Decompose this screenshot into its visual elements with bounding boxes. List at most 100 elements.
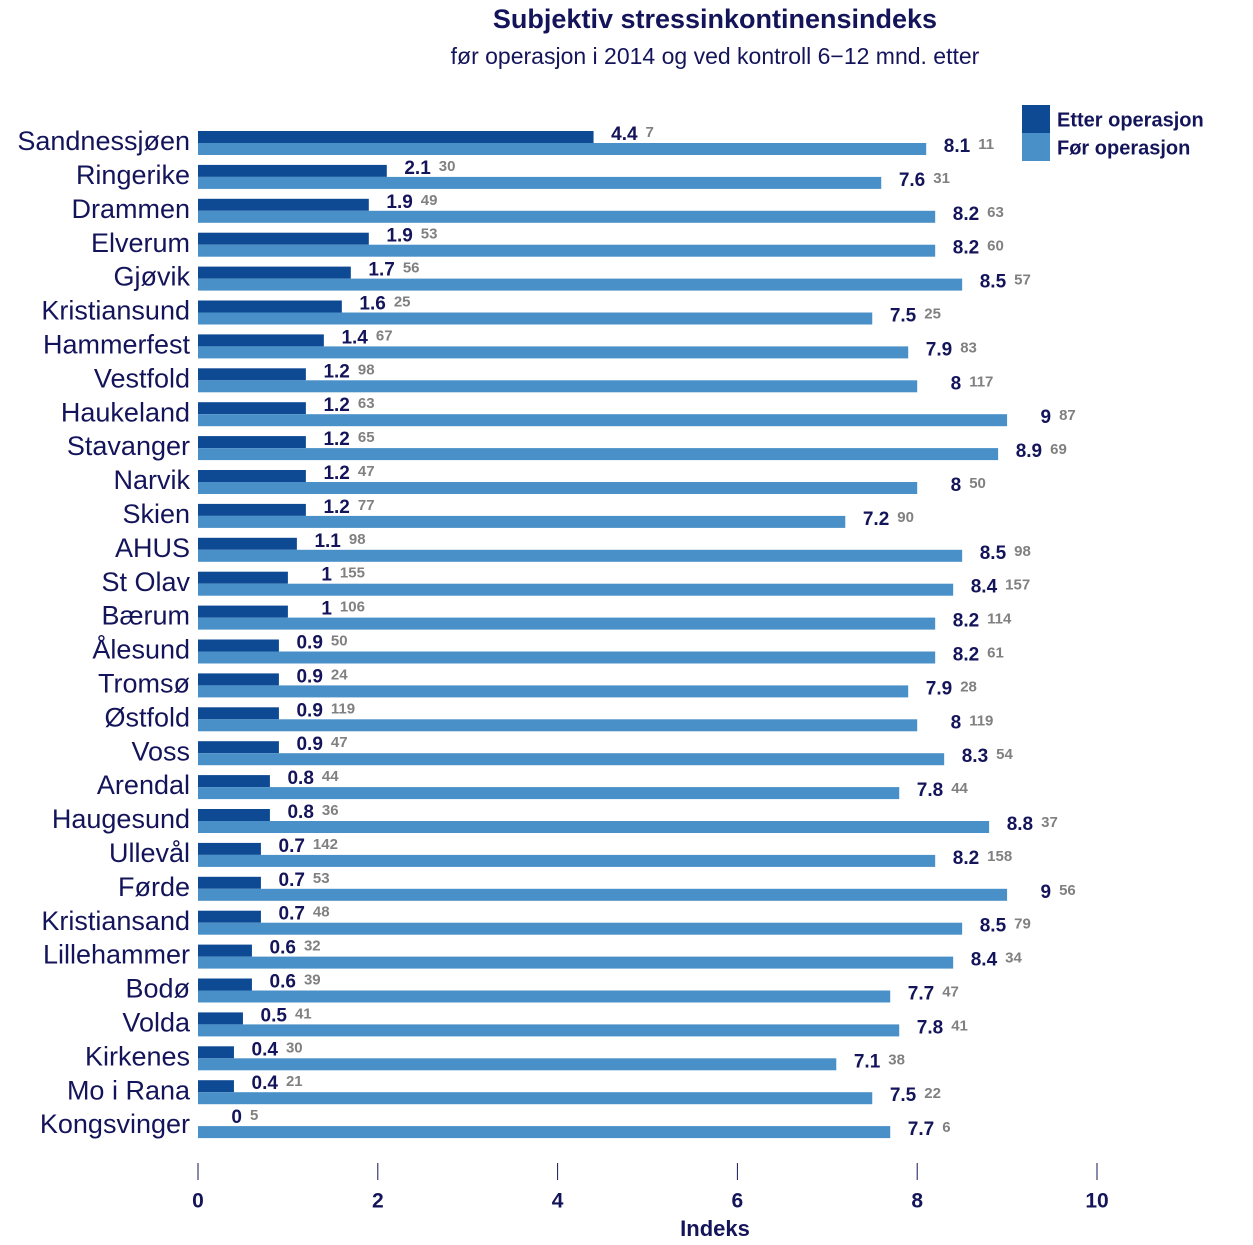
count-label: 36 (322, 802, 339, 819)
bar (198, 503, 306, 516)
count-label: 44 (951, 780, 968, 797)
value-label: 1.6 (359, 294, 385, 315)
bar (198, 956, 954, 969)
count-label: 21 (286, 1073, 303, 1090)
count-label: 32 (304, 938, 321, 955)
count-label: 65 (358, 429, 375, 446)
y-tick-label: Tromsø (98, 669, 190, 699)
count-label: 87 (1059, 407, 1076, 424)
bar (198, 402, 306, 415)
bar (198, 753, 945, 766)
y-tick-label: Drammen (71, 194, 190, 224)
bar (198, 368, 306, 381)
y-tick-label: Skien (122, 499, 190, 529)
bar (198, 198, 369, 211)
legend-label: Før operasjon (1057, 137, 1190, 159)
y-tick-label: Haukeland (61, 397, 190, 427)
x-tick-label: 6 (732, 1190, 744, 1213)
bar (198, 312, 873, 325)
count-label: 60 (987, 238, 1004, 255)
bar (198, 244, 936, 257)
y-tick-label: Vestfold (94, 363, 190, 393)
value-label: 0.4 (252, 1039, 279, 1060)
y-tick-label: Hammerfest (43, 330, 191, 360)
count-label: 90 (897, 509, 914, 526)
count-label: 24 (331, 666, 348, 683)
count-label: 67 (376, 327, 393, 344)
count-label: 28 (960, 678, 977, 695)
bar (198, 300, 342, 313)
value-label: 0.7 (279, 870, 305, 891)
value-label: 0 (231, 1107, 242, 1128)
count-label: 119 (969, 712, 993, 729)
x-tick-label: 8 (911, 1190, 923, 1213)
value-label: 8 (951, 475, 962, 496)
bar (198, 266, 351, 279)
bar (198, 537, 297, 550)
bar (198, 1092, 873, 1105)
x-tick-label: 10 (1085, 1190, 1108, 1213)
count-label: 158 (987, 848, 1012, 865)
value-label: 7.8 (917, 780, 943, 801)
value-label: 8.2 (953, 611, 979, 632)
bar (198, 131, 594, 143)
count-label: 63 (987, 204, 1004, 221)
value-label: 8.2 (953, 204, 979, 225)
y-tick-label: Volda (122, 1008, 191, 1038)
bar (198, 809, 270, 821)
y-tick-label: Ullevål (109, 838, 190, 868)
count-label: 119 (331, 700, 355, 717)
count-label: 38 (888, 1051, 905, 1068)
y-tick-label: Haugesund (52, 804, 190, 834)
count-label: 30 (286, 1039, 303, 1056)
count-label: 11 (978, 136, 994, 153)
value-label: 7.7 (908, 984, 934, 1005)
count-label: 50 (331, 632, 348, 649)
y-tick-label: Østfold (104, 702, 190, 732)
count-label: 106 (340, 599, 365, 616)
chart-title: Subjektiv stressinkontinensindeks (493, 4, 937, 34)
count-label: 114 (987, 611, 1012, 628)
bar (198, 876, 261, 889)
count-label: 98 (349, 531, 366, 548)
value-label: 1.2 (323, 429, 349, 450)
value-label: 9 (1041, 882, 1052, 903)
bar (198, 571, 288, 584)
value-label: 8.5 (980, 916, 1007, 937)
count-label: 47 (942, 983, 959, 1000)
value-label: 1.2 (323, 361, 349, 382)
value-label: 8 (951, 712, 962, 733)
y-tick-label: AHUS (115, 533, 190, 563)
y-tick-label: St Olav (101, 567, 190, 597)
bar (198, 707, 279, 720)
y-tick-label: Gjøvik (114, 262, 191, 292)
value-label: 8.2 (953, 848, 979, 869)
y-tick-label: Kirkenes (85, 1041, 190, 1071)
bar (198, 639, 279, 652)
count-label: 61 (987, 644, 1004, 661)
count-label: 47 (358, 463, 375, 480)
value-label: 0.9 (296, 734, 322, 755)
bar (198, 944, 252, 957)
count-label: 47 (331, 734, 348, 751)
value-label: 0.6 (270, 938, 296, 959)
bar (198, 854, 936, 867)
bar (198, 583, 954, 596)
count-label: 98 (1014, 543, 1031, 560)
bar (198, 143, 927, 155)
value-label: 7.7 (908, 1119, 934, 1140)
count-label: 39 (304, 971, 321, 988)
y-tick-label: Voss (131, 736, 190, 766)
bar (198, 278, 963, 291)
bar (198, 821, 990, 833)
value-label: 7.5 (890, 306, 917, 327)
value-label: 7.1 (854, 1051, 881, 1072)
value-label: 8.5 (980, 543, 1007, 564)
bar (198, 685, 909, 698)
bar (198, 605, 288, 618)
count-label: 98 (358, 361, 375, 378)
value-label: 1.2 (323, 395, 349, 416)
count-label: 41 (295, 1005, 312, 1022)
count-label: 7 (646, 124, 654, 141)
y-tick-label: Mo i Rana (67, 1075, 191, 1105)
